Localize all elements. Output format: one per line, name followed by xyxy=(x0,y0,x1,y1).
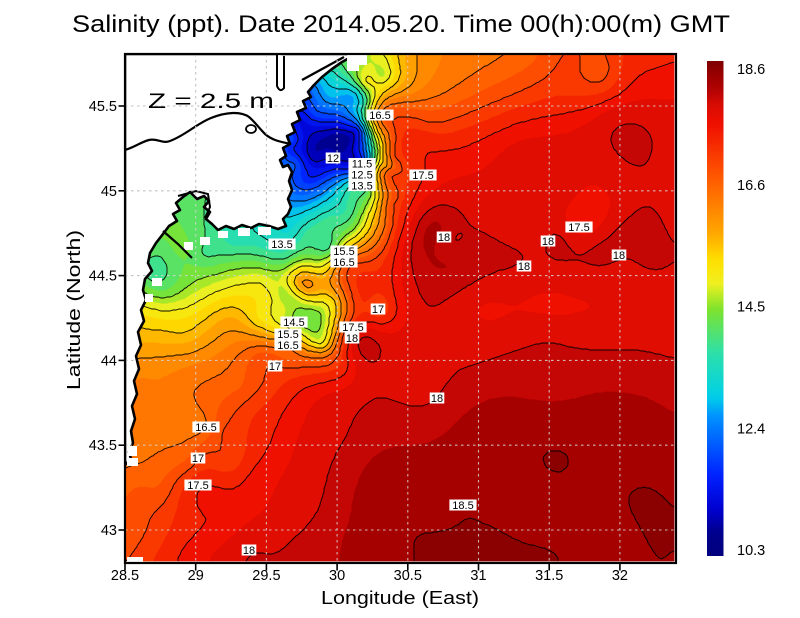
svg-text:17: 17 xyxy=(372,304,384,316)
svg-text:17.5: 17.5 xyxy=(412,170,433,182)
svg-text:16.5: 16.5 xyxy=(277,340,298,352)
svg-text:17.5: 17.5 xyxy=(187,480,208,492)
svg-text:29.5: 29.5 xyxy=(252,568,280,584)
svg-text:18: 18 xyxy=(438,232,450,244)
svg-text:30.5: 30.5 xyxy=(394,568,422,584)
svg-text:18: 18 xyxy=(542,236,554,248)
svg-text:31.5: 31.5 xyxy=(535,568,563,584)
svg-text:11.5: 11.5 xyxy=(352,159,373,171)
svg-text:45.5: 45.5 xyxy=(89,99,117,115)
svg-text:16.5: 16.5 xyxy=(369,110,390,122)
svg-text:17.5: 17.5 xyxy=(568,222,589,234)
svg-text:12: 12 xyxy=(327,153,339,165)
svg-text:16.6: 16.6 xyxy=(737,178,765,194)
svg-text:44.5: 44.5 xyxy=(89,269,117,285)
svg-text:18.6: 18.6 xyxy=(737,62,765,78)
svg-text:17.5: 17.5 xyxy=(342,322,363,334)
svg-text:18: 18 xyxy=(243,545,255,557)
svg-text:31: 31 xyxy=(470,568,486,584)
svg-text:13.5: 13.5 xyxy=(351,181,372,193)
svg-text:15.5: 15.5 xyxy=(333,246,354,258)
svg-text:32: 32 xyxy=(612,568,628,584)
svg-text:Salinity (ppt). Date 2014.05.2: Salinity (ppt). Date 2014.05.20. Time 00… xyxy=(72,11,730,38)
svg-text:18: 18 xyxy=(346,333,358,345)
svg-text:29: 29 xyxy=(188,568,204,584)
svg-text:16.5: 16.5 xyxy=(333,257,354,269)
svg-text:10.3: 10.3 xyxy=(737,543,765,559)
svg-text:30: 30 xyxy=(329,568,345,584)
svg-text:43: 43 xyxy=(101,523,117,539)
svg-text:18: 18 xyxy=(613,250,625,262)
svg-text:18: 18 xyxy=(518,261,530,273)
svg-text:Z = 2.5 m: Z = 2.5 m xyxy=(148,90,274,113)
svg-text:12.4: 12.4 xyxy=(737,421,765,437)
svg-text:15.5: 15.5 xyxy=(277,329,298,341)
svg-text:17: 17 xyxy=(269,361,281,373)
svg-text:14.5: 14.5 xyxy=(737,300,765,316)
svg-text:18.5: 18.5 xyxy=(452,500,473,512)
svg-text:12.5: 12.5 xyxy=(351,170,372,182)
svg-text:14.5: 14.5 xyxy=(283,317,304,329)
svg-text:18: 18 xyxy=(431,393,443,405)
svg-text:13.5: 13.5 xyxy=(271,239,292,251)
svg-text:Latitude (North): Latitude (North) xyxy=(64,230,84,390)
svg-text:43.5: 43.5 xyxy=(89,438,117,454)
svg-text:17: 17 xyxy=(192,453,204,465)
svg-text:Longitude (East): Longitude (East) xyxy=(321,588,479,608)
svg-text:28.5: 28.5 xyxy=(111,568,139,584)
svg-text:45: 45 xyxy=(101,184,117,200)
svg-text:16.5: 16.5 xyxy=(195,422,216,434)
svg-text:44: 44 xyxy=(101,353,117,369)
